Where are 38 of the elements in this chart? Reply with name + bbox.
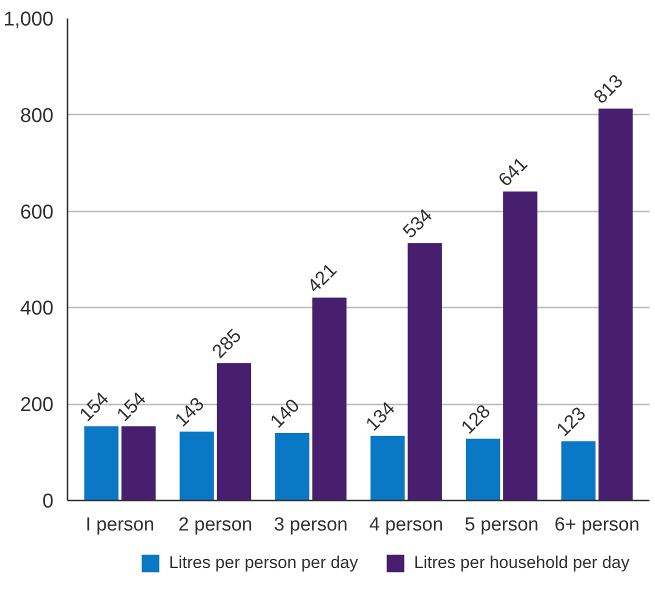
data-label: 285 [208,325,246,363]
data-label: 154 [113,388,151,426]
bar [503,192,538,500]
data-label: 143 [171,394,209,432]
data-label: 154 [76,388,114,426]
legend-label: Litres per household per day [414,553,630,573]
data-label: 641 [494,154,532,192]
bar [466,438,500,500]
bar [216,363,252,500]
bar [275,433,310,500]
y-tick-label: 400 [20,298,54,320]
bar [370,436,405,500]
x-tick-label: 2 person [178,514,252,536]
data-label: 128 [458,401,495,438]
data-label: 123 [552,403,590,441]
x-tick-label: 4 person [369,514,444,536]
bar [408,243,442,500]
y-tick-label: 1,000 [3,8,54,30]
bar [180,432,214,500]
x-tick-label: 5 person [464,514,539,536]
x-tick-label: 6+ person [554,514,640,536]
y-tick-label: 200 [20,394,54,416]
y-tick-label: 0 [42,490,54,512]
x-tick-label: 3 person [274,514,348,536]
legend-label: Litres per person per day [169,553,358,573]
data-label: 134 [362,398,400,436]
y-tick-label: 600 [20,201,54,224]
bar [598,108,633,500]
bar [121,426,156,500]
bar [84,426,118,500]
x-tick-label: I person [86,514,154,536]
bar [312,298,347,500]
data-label: 534 [399,205,437,243]
data-label: 421 [304,260,342,298]
bar [561,441,596,500]
data-label: 813 [590,70,628,108]
data-label: 140 [266,395,304,433]
y-tick-label: 800 [20,104,54,127]
